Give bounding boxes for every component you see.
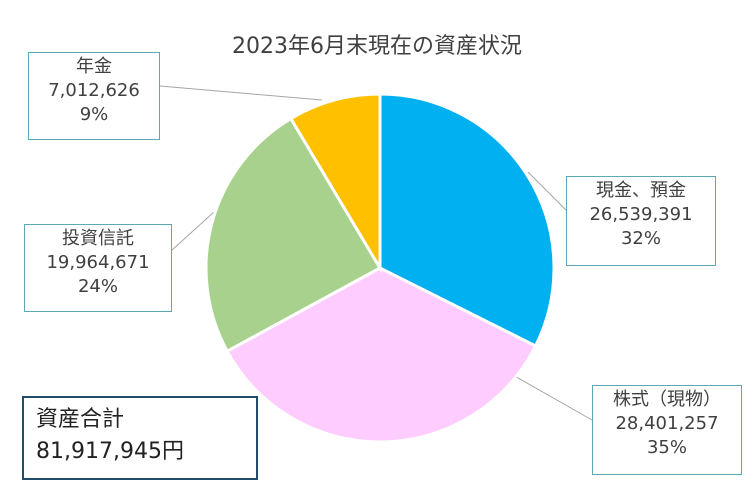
chart-title: 2023年6月末現在の資産状況 (232, 34, 522, 59)
slice-label-cash: 現金、預金 26,539,391 32% (566, 176, 716, 266)
leader-line-funds (171, 211, 215, 251)
slice-label-name: 現金、預金 (596, 180, 686, 201)
slice-label-pension: 年金 7,012,626 9% (28, 52, 160, 140)
pie-slice-cash (378, 92, 556, 349)
total-assets-value: 81,917,945円 (36, 439, 184, 464)
pie-slice-funds (204, 116, 383, 354)
leader-line-stocks (503, 369, 593, 421)
slice-label-funds: 投資信託 19,964,671 24% (24, 224, 172, 312)
pie-slice-pension (288, 92, 382, 274)
slice-label-value: 26,539,391 (589, 204, 693, 225)
slice-label-value: 7,012,626 (48, 80, 140, 101)
slice-label-name: 年金 (76, 56, 112, 77)
pie-slices (204, 92, 556, 444)
slice-label-name: 株式（現物） (613, 389, 721, 410)
slice-label-percent: 35% (646, 437, 687, 458)
slice-label-percent: 24% (77, 276, 118, 297)
leader-line-cash (527, 171, 567, 211)
total-assets-label: 資産合計 (36, 407, 125, 432)
leader-lines (159, 85, 593, 421)
pie-slice-stocks (225, 266, 538, 444)
slice-label-value: 28,401,257 (615, 413, 719, 434)
slice-label-name: 投資信託 (62, 228, 134, 249)
slice-label-stocks: 株式（現物） 28,401,257 35% (592, 385, 742, 475)
leader-line-pension (159, 85, 323, 101)
total-assets-box: 資産合計 81,917,945円 (22, 396, 258, 480)
slice-label-percent: 32% (620, 228, 661, 249)
slice-label-value: 19,964,671 (46, 252, 150, 273)
slice-label-percent: 9% (79, 104, 109, 125)
